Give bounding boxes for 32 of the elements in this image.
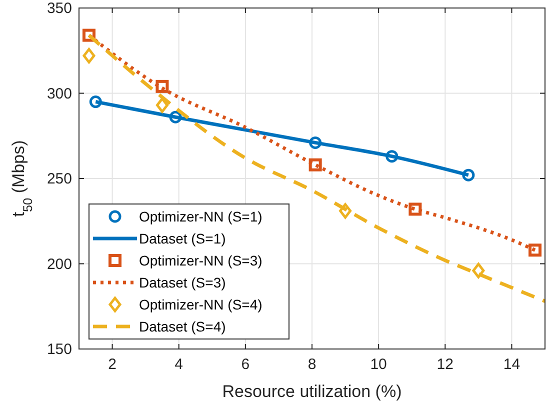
x-axis-title: Resource utilization (%) bbox=[222, 382, 402, 401]
legend-label: Dataset (S=1) bbox=[139, 230, 226, 246]
point bbox=[308, 158, 322, 172]
point bbox=[386, 150, 398, 163]
point bbox=[309, 136, 322, 149]
y-tick-label: 350 bbox=[46, 0, 72, 17]
point bbox=[89, 96, 102, 108]
x-tick-label: 2 bbox=[108, 356, 116, 373]
y-tick-label: 300 bbox=[46, 85, 72, 102]
x-tick-label: 14 bbox=[503, 356, 520, 373]
y-tick-label: 150 bbox=[46, 341, 72, 358]
point bbox=[408, 202, 422, 216]
legend-label: Optimizer-NN (S=3) bbox=[139, 252, 262, 268]
point bbox=[528, 244, 542, 257]
legend-label: Optimizer-NN (S=4) bbox=[139, 296, 262, 312]
point bbox=[156, 97, 168, 113]
point bbox=[339, 203, 352, 219]
y-tick-label: 250 bbox=[46, 170, 72, 188]
x-tick-label: 8 bbox=[308, 356, 316, 373]
x-tick-label: 10 bbox=[370, 356, 387, 373]
legend-label: Dataset (S=4) bbox=[139, 318, 226, 334]
legend-label: Dataset (S=3) bbox=[139, 274, 226, 290]
point bbox=[472, 262, 485, 278]
x-tick-label: 4 bbox=[174, 356, 184, 373]
legend-label: Optimizer-NN (S=1) bbox=[139, 208, 262, 224]
point bbox=[169, 110, 182, 124]
point bbox=[156, 80, 169, 93]
point bbox=[462, 168, 475, 182]
x-tick-label: 6 bbox=[241, 356, 250, 373]
x-tick-label: 12 bbox=[436, 356, 454, 373]
point bbox=[82, 48, 96, 64]
y-tick-label: 200 bbox=[46, 256, 72, 273]
